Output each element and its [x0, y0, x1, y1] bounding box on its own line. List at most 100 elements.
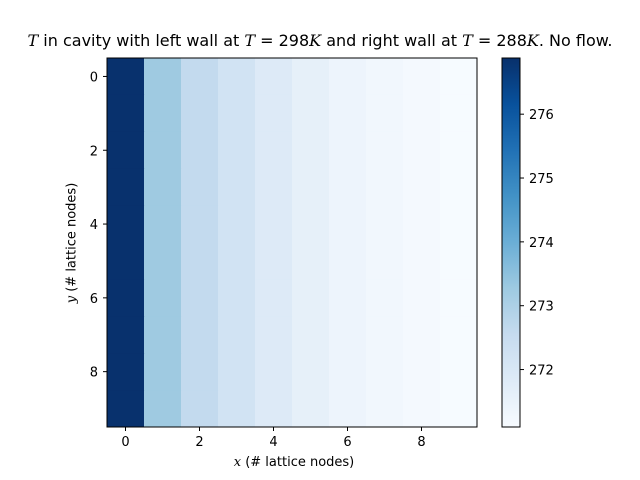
x-axis-label: x (# lattice nodes)	[233, 455, 355, 470]
heatmap-cell	[403, 131, 441, 170]
heatmap-cell	[366, 94, 404, 133]
heatmap-cell	[366, 58, 404, 96]
heatmap-cell	[107, 168, 145, 207]
colorbar	[501, 57, 521, 428]
heatmap-cell	[255, 58, 293, 96]
heatmap-cell	[366, 131, 404, 170]
heatmap-cell	[440, 316, 478, 354]
x-tick-label: 4	[269, 435, 277, 450]
heatmap-cell	[440, 242, 478, 280]
colorbar-tick-label: 274	[529, 236, 554, 251]
heatmap-cell	[181, 205, 219, 243]
heatmap-cell	[329, 353, 367, 391]
colorbar-ticks: 272 273 274 275 276	[520, 108, 554, 379]
heatmap-cell	[218, 205, 256, 243]
heatmap-cell	[366, 242, 404, 280]
heatmap-cell	[255, 94, 293, 133]
heatmap-cell	[329, 168, 367, 207]
plot-frame	[106, 57, 478, 428]
heatmap-cell	[107, 242, 145, 280]
heatmap-cell	[144, 58, 182, 96]
heatmap-cell	[329, 279, 367, 317]
x-tick-label: 8	[417, 435, 425, 450]
heatmap-cell	[107, 131, 145, 170]
heatmap-cell	[255, 205, 293, 243]
heatmap-cell	[440, 353, 478, 391]
heatmap-cell	[181, 131, 219, 170]
colorbar-tick-label: 273	[529, 300, 554, 315]
heatmap-cell	[366, 316, 404, 354]
heatmap-cell	[366, 168, 404, 207]
colorbar-tick-label: 272	[529, 364, 554, 379]
heatmap-cell	[366, 390, 404, 428]
heatmap-cell	[181, 58, 219, 96]
heatmap-cell	[181, 242, 219, 280]
heatmap-cell	[107, 205, 145, 243]
heatmap-cell	[181, 353, 219, 391]
y-tick-label: 4	[90, 218, 98, 233]
chart-title: T in cavity with left wall at T = 298K a…	[27, 31, 613, 50]
heatmap-cell	[440, 94, 478, 133]
heatmap-cell	[107, 390, 145, 428]
heatmap-cell	[144, 242, 182, 280]
y-tick-label: 0	[90, 70, 98, 85]
y-tick-label: 8	[90, 366, 98, 381]
heatmap-cell	[292, 131, 330, 170]
heatmap-cell	[403, 205, 441, 243]
heatmap-cell	[292, 94, 330, 133]
heatmap-cell	[440, 279, 478, 317]
heatmap-cell	[107, 94, 145, 133]
heatmap-cell	[218, 353, 256, 391]
heatmap-cell	[292, 242, 330, 280]
heatmap-cell	[440, 131, 478, 170]
heatmap-cell	[218, 279, 256, 317]
colorbar-tick-label: 275	[529, 172, 554, 187]
heatmap-cell	[144, 353, 182, 391]
heatmap-cell	[218, 316, 256, 354]
colorbar-tick-label: 276	[529, 108, 554, 123]
heatmap-cell	[107, 316, 145, 354]
heatmap-cell	[181, 94, 219, 133]
heatmap-cell	[440, 390, 478, 428]
heatmap-cell	[255, 131, 293, 170]
heatmap-cell	[144, 390, 182, 428]
heatmap-cell	[440, 205, 478, 243]
heatmap-cell	[292, 205, 330, 243]
heatmap-cell	[366, 205, 404, 243]
heatmap-cell	[255, 168, 293, 207]
y-axis-label: y (# lattice nodes)	[64, 182, 80, 304]
x-axis-ticks: 0 2 4 6 8	[121, 427, 426, 450]
heatmap-cell	[218, 94, 256, 133]
heatmap-cell	[440, 58, 478, 96]
heatmap-cell	[144, 94, 182, 133]
heatmap-cell	[218, 168, 256, 207]
heatmap-cell	[329, 94, 367, 133]
heatmap-cell	[255, 279, 293, 317]
heatmap-cell	[255, 390, 293, 428]
heatmap-cell	[292, 279, 330, 317]
heatmap-cell	[218, 58, 256, 96]
heatmap-cell	[107, 353, 145, 391]
heatmap-cell	[366, 279, 404, 317]
heatmap-cell	[255, 353, 293, 391]
heatmap-cell	[403, 316, 441, 354]
heatmap-cell	[329, 205, 367, 243]
heatmap-cell	[292, 316, 330, 354]
heatmap-cell	[181, 390, 219, 428]
heatmap-cell	[107, 58, 145, 96]
heatmap-cell	[144, 316, 182, 354]
y-tick-label: 6	[90, 292, 98, 307]
heatmap-cell	[144, 131, 182, 170]
heatmap-cell	[181, 279, 219, 317]
heatmap-cell	[403, 279, 441, 317]
heatmap-cell	[329, 131, 367, 170]
heatmap-cell	[181, 316, 219, 354]
heatmap-cell	[403, 390, 441, 428]
heatmap-cell	[329, 242, 367, 280]
heatmap-cell	[403, 353, 441, 391]
heatmap-cells	[107, 58, 478, 428]
heatmap-cell	[329, 316, 367, 354]
heatmap-cell	[144, 279, 182, 317]
heatmap-cell	[144, 205, 182, 243]
y-tick-label: 2	[90, 144, 98, 159]
